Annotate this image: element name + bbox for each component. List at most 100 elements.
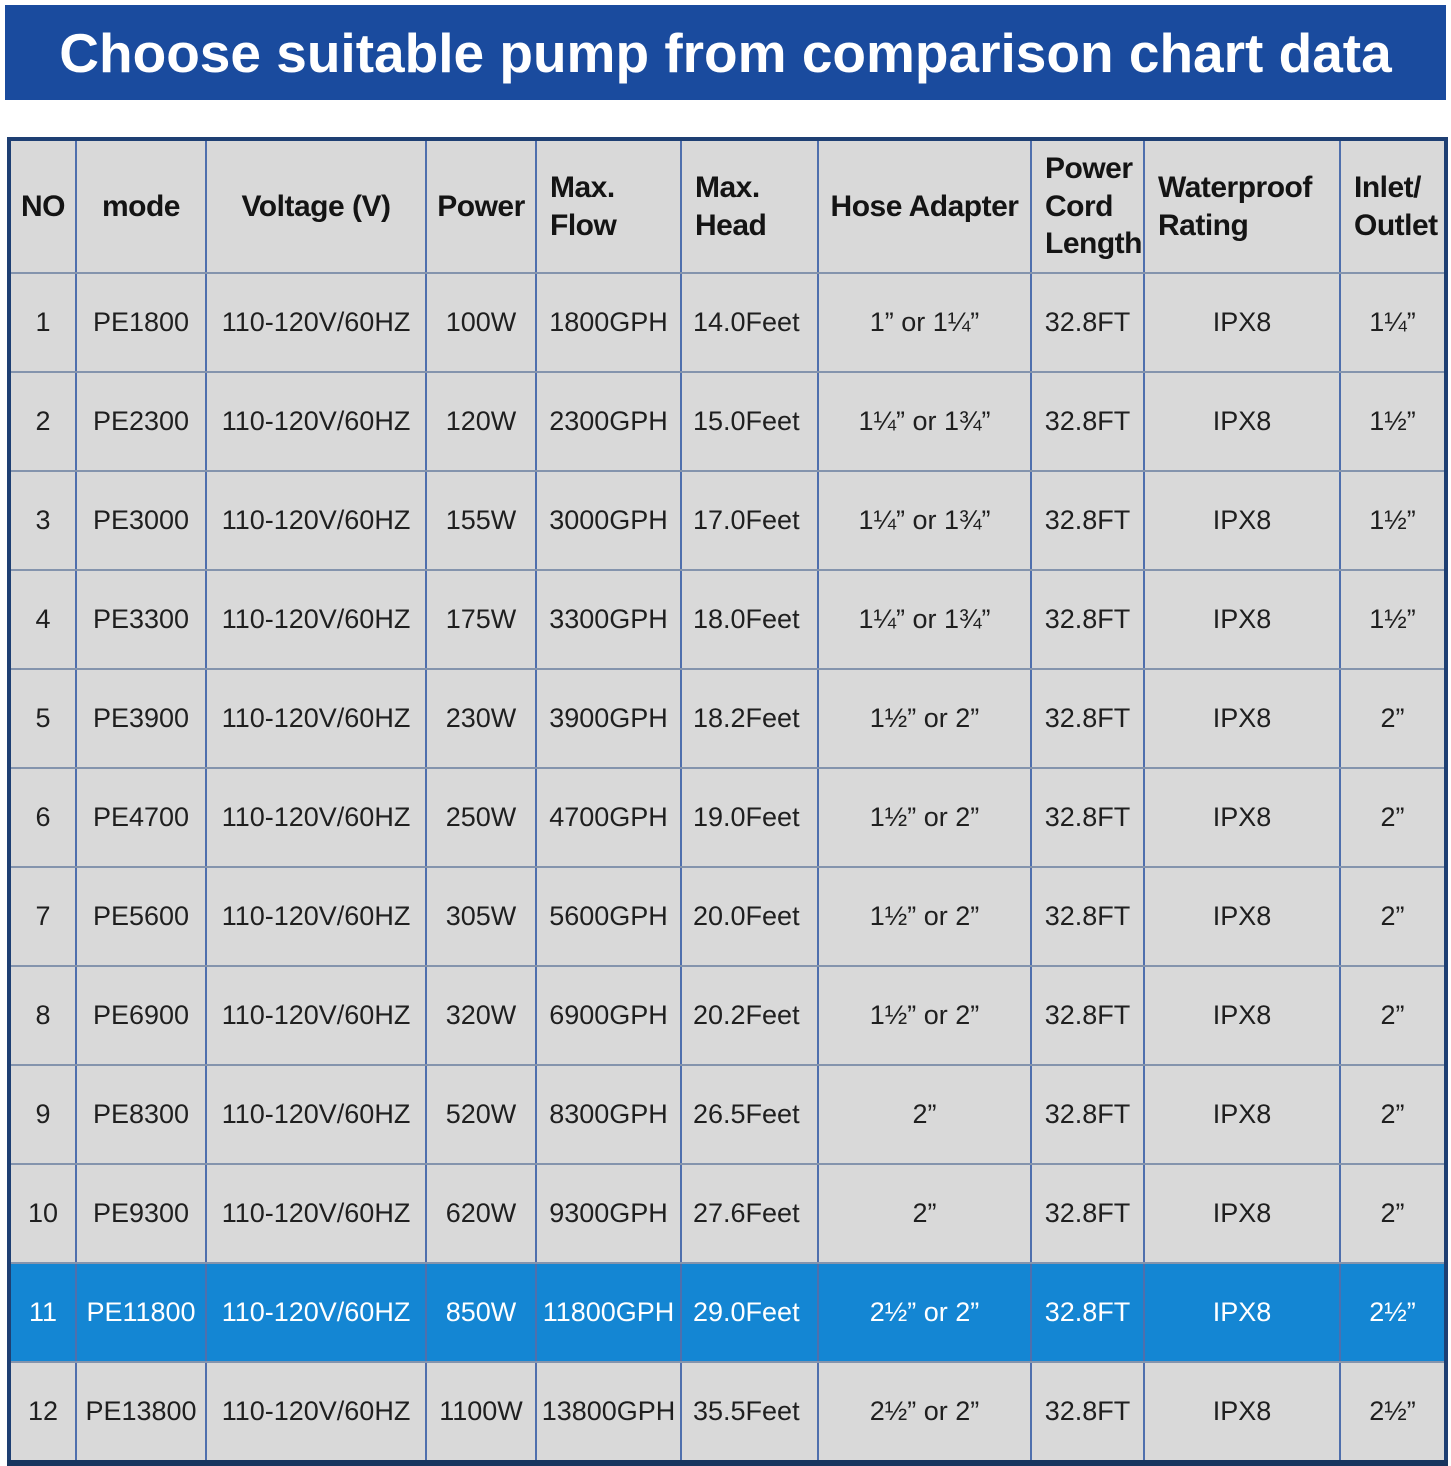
cell-hose-adapter: 2” <box>818 1065 1032 1165</box>
cell-voltage: 110-120V/60HZ <box>206 768 427 868</box>
cell-no: 11 <box>9 1263 77 1363</box>
cell-hose-adapter: 1½” or 2” <box>818 768 1032 868</box>
cell-no: 6 <box>9 768 77 868</box>
cell-hose-adapter: 1½” or 2” <box>818 669 1032 769</box>
cell-max-flow: 9300GPH <box>536 1164 682 1264</box>
cell-max-head: 29.0Feet <box>681 1263 819 1363</box>
cell-voltage: 110-120V/60HZ <box>206 867 427 967</box>
cell-power: 320W <box>426 966 537 1066</box>
cell-hose-adapter: 1¼” or 1¾” <box>818 471 1032 571</box>
cell-power: 230W <box>426 669 537 769</box>
cell-voltage: 110-120V/60HZ <box>206 1263 427 1363</box>
table-row: 4 PE3300 110-120V/60HZ 175W 3300GPH 18.0… <box>9 570 1446 670</box>
cell-power-cord-length: 32.8FT <box>1031 471 1145 571</box>
cell-voltage: 110-120V/60HZ <box>206 372 427 472</box>
column-header-voltage: Voltage (V) <box>206 139 427 274</box>
cell-voltage: 110-120V/60HZ <box>206 570 427 670</box>
cell-voltage: 110-120V/60HZ <box>206 1164 427 1264</box>
cell-max-head: 27.6Feet <box>681 1164 819 1264</box>
cell-power-cord-length: 32.8FT <box>1031 867 1145 967</box>
cell-power: 100W <box>426 273 537 373</box>
page-title: Choose suitable pump from comparison cha… <box>59 21 1392 84</box>
cell-no: 3 <box>9 471 77 571</box>
cell-power: 520W <box>426 1065 537 1165</box>
cell-max-flow: 11800GPH <box>536 1263 682 1363</box>
cell-mode: PE3000 <box>76 471 207 571</box>
cell-waterproof-rating: IPX8 <box>1144 273 1341 373</box>
cell-voltage: 110-120V/60HZ <box>206 471 427 571</box>
cell-mode: PE5600 <box>76 867 207 967</box>
cell-max-head: 17.0Feet <box>681 471 819 571</box>
table-row: 12 PE13800 110-120V/60HZ 1100W 13800GPH … <box>9 1362 1446 1464</box>
cell-max-flow: 3300GPH <box>536 570 682 670</box>
table-row: 5 PE3900 110-120V/60HZ 230W 3900GPH 18.2… <box>9 669 1446 769</box>
cell-max-head: 20.2Feet <box>681 966 819 1066</box>
cell-power-cord-length: 32.8FT <box>1031 372 1145 472</box>
cell-max-head: 19.0Feet <box>681 768 819 868</box>
cell-inlet-outlet: 2½” <box>1340 1263 1446 1363</box>
cell-waterproof-rating: IPX8 <box>1144 1263 1341 1363</box>
cell-power-cord-length: 32.8FT <box>1031 1263 1145 1363</box>
pump-comparison-table: NO mode Voltage (V) Power Max. Flow Max.… <box>7 137 1448 1466</box>
cell-waterproof-rating: IPX8 <box>1144 669 1341 769</box>
cell-voltage: 110-120V/60HZ <box>206 1065 427 1165</box>
cell-no: 12 <box>9 1362 77 1464</box>
cell-max-flow: 1800GPH <box>536 273 682 373</box>
cell-inlet-outlet: 2” <box>1340 966 1446 1066</box>
title-banner: Choose suitable pump from comparison cha… <box>5 5 1446 100</box>
cell-mode: PE6900 <box>76 966 207 1066</box>
cell-max-head: 20.0Feet <box>681 867 819 967</box>
cell-no: 10 <box>9 1164 77 1264</box>
column-header-power-cord-length: Power Cord Length <box>1031 139 1145 274</box>
cell-mode: PE2300 <box>76 372 207 472</box>
cell-waterproof-rating: IPX8 <box>1144 768 1341 868</box>
cell-mode: PE1800 <box>76 273 207 373</box>
column-header-inlet-outlet: Inlet/ Outlet <box>1340 139 1446 274</box>
cell-max-flow: 13800GPH <box>536 1362 682 1464</box>
cell-max-flow: 6900GPH <box>536 966 682 1066</box>
cell-power-cord-length: 32.8FT <box>1031 966 1145 1066</box>
cell-waterproof-rating: IPX8 <box>1144 570 1341 670</box>
cell-power-cord-length: 32.8FT <box>1031 1065 1145 1165</box>
cell-hose-adapter: 1¼” or 1¾” <box>818 372 1032 472</box>
cell-max-head: 35.5Feet <box>681 1362 819 1464</box>
cell-no: 8 <box>9 966 77 1066</box>
cell-inlet-outlet: 2” <box>1340 1065 1446 1165</box>
cell-power-cord-length: 32.8FT <box>1031 1164 1145 1264</box>
cell-hose-adapter: 1½” or 2” <box>818 966 1032 1066</box>
cell-inlet-outlet: 2” <box>1340 768 1446 868</box>
cell-no: 7 <box>9 867 77 967</box>
cell-max-head: 14.0Feet <box>681 273 819 373</box>
cell-waterproof-rating: IPX8 <box>1144 867 1341 967</box>
header-row: NO mode Voltage (V) Power Max. Flow Max.… <box>9 139 1446 274</box>
column-header-hose-adapter: Hose Adapter <box>818 139 1032 274</box>
cell-no: 5 <box>9 669 77 769</box>
cell-hose-adapter: 2½” or 2” <box>818 1263 1032 1363</box>
cell-inlet-outlet: 1½” <box>1340 372 1446 472</box>
cell-max-flow: 3900GPH <box>536 669 682 769</box>
cell-power: 250W <box>426 768 537 868</box>
column-header-max-flow: Max. Flow <box>536 139 682 274</box>
cell-hose-adapter: 1¼” or 1¾” <box>818 570 1032 670</box>
cell-voltage: 110-120V/60HZ <box>206 1362 427 1464</box>
table-row: 9 PE8300 110-120V/60HZ 520W 8300GPH 26.5… <box>9 1065 1446 1165</box>
cell-no: 1 <box>9 273 77 373</box>
cell-mode: PE8300 <box>76 1065 207 1165</box>
cell-inlet-outlet: 1¼” <box>1340 273 1446 373</box>
table-row: 10 PE9300 110-120V/60HZ 620W 9300GPH 27.… <box>9 1164 1446 1264</box>
cell-power: 175W <box>426 570 537 670</box>
column-header-no: NO <box>9 139 77 274</box>
cell-power-cord-length: 32.8FT <box>1031 570 1145 670</box>
table-row: 1 PE1800 110-120V/60HZ 100W 1800GPH 14.0… <box>9 273 1446 373</box>
cell-no: 4 <box>9 570 77 670</box>
cell-waterproof-rating: IPX8 <box>1144 1362 1341 1464</box>
table-row: 2 PE2300 110-120V/60HZ 120W 2300GPH 15.0… <box>9 372 1446 472</box>
cell-max-flow: 3000GPH <box>536 471 682 571</box>
cell-hose-adapter: 2½” or 2” <box>818 1362 1032 1464</box>
cell-power-cord-length: 32.8FT <box>1031 768 1145 868</box>
cell-power-cord-length: 32.8FT <box>1031 273 1145 373</box>
column-header-max-head: Max. Head <box>681 139 819 274</box>
cell-no: 2 <box>9 372 77 472</box>
cell-max-head: 18.2Feet <box>681 669 819 769</box>
cell-inlet-outlet: 2” <box>1340 867 1446 967</box>
